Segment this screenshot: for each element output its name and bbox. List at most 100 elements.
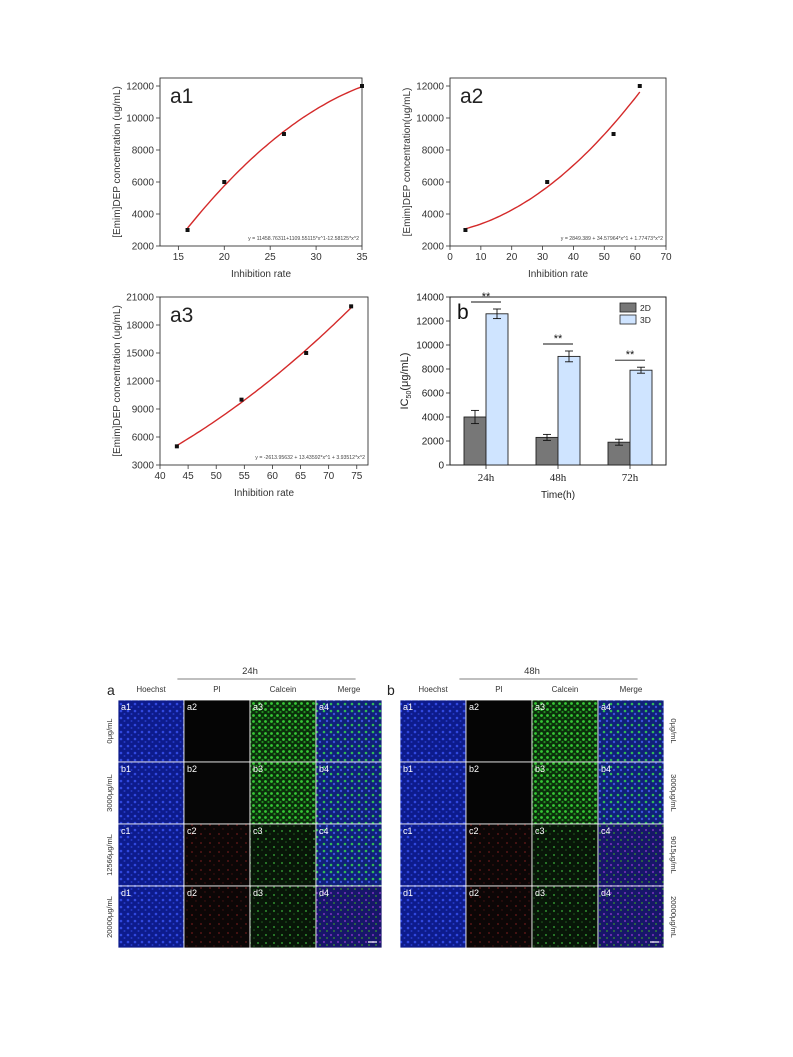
y-tick-label: 12000 — [126, 377, 154, 388]
data-point — [281, 132, 286, 136]
timepoint-label: 48h — [524, 666, 540, 677]
tile-label: b1 — [121, 764, 131, 774]
micrograph-tile — [117, 699, 185, 763]
fit-curve — [465, 91, 641, 230]
legend-label: 3D — [640, 315, 651, 325]
x-axis-label: Inhibition rate — [528, 269, 588, 280]
row-label: 0μg/mL — [669, 718, 678, 743]
bar-3D — [629, 369, 653, 466]
fit-equation: y = -2613.95632 + 13.43592*x^1 + 3.93512… — [255, 455, 365, 461]
x-tick-label: 0 — [447, 252, 453, 263]
y-tick-label: 18000 — [126, 321, 154, 332]
x-tick-label: 25 — [265, 252, 277, 263]
tile-label: d1 — [121, 888, 131, 898]
micrograph-tile — [531, 699, 599, 763]
data-point — [611, 132, 616, 136]
row-label: 20000μg/mL — [669, 896, 678, 938]
micrograph-tile — [183, 699, 251, 763]
y-tick-label: 8000 — [422, 146, 445, 157]
micrograph-tile — [183, 761, 251, 825]
panel-label: a3 — [170, 304, 193, 327]
y-axis-label: [Emim]DEP concentration (ug/mL) — [112, 86, 123, 238]
timepoint-label: 24h — [242, 666, 258, 677]
micrograph-tile — [183, 885, 251, 949]
x-tick-label: 70 — [323, 471, 335, 482]
micrograph-tile — [249, 823, 317, 887]
micrograph-tile — [183, 823, 251, 887]
x-axis-label: Time(h) — [541, 490, 575, 501]
tile-label: d4 — [319, 888, 329, 898]
panel-label: a — [107, 682, 115, 698]
x-tick-label: 15 — [173, 252, 185, 263]
data-point — [174, 444, 179, 449]
bar-2D — [535, 436, 559, 466]
x-tick-label: 60 — [267, 471, 279, 482]
x-axis-label: Inhibition rate — [231, 269, 291, 280]
tile-label: b2 — [187, 764, 197, 774]
channel-label: Hoechst — [418, 685, 448, 694]
x-tick-label: 60 — [630, 252, 642, 263]
bar-3D — [485, 313, 509, 466]
y-axis-label-unit: (μg/mL) — [399, 353, 411, 391]
panel-label: a1 — [170, 85, 193, 108]
x-axis-label: Inhibition rate — [234, 488, 294, 499]
legend-swatch — [619, 302, 637, 313]
tile-label: c1 — [121, 826, 131, 836]
x-tick-label: 10 — [475, 252, 487, 263]
x-tick-label: 70 — [660, 252, 672, 263]
tile-label: c4 — [319, 826, 329, 836]
x-tick-label: 35 — [356, 252, 368, 263]
x-tick-label: 20 — [506, 252, 518, 263]
micrograph-tile — [597, 761, 665, 825]
y-tick-label: 8000 — [422, 365, 445, 376]
y-tick-label: 10000 — [416, 341, 444, 352]
channel-label: Calcein — [552, 685, 579, 694]
tile-label: c4 — [601, 826, 611, 836]
tile-label: d3 — [535, 888, 545, 898]
tile-label: d2 — [187, 888, 197, 898]
micrograph-tile — [597, 699, 665, 763]
data-point — [185, 228, 190, 232]
legend-label: 2D — [640, 303, 651, 313]
micrograph-tile — [465, 699, 533, 763]
y-tick-label: 6000 — [422, 389, 445, 400]
data-point — [239, 397, 244, 402]
micrograph-tile — [117, 885, 185, 949]
row-label: 9015μg/mL — [669, 836, 678, 874]
tile-label: c3 — [253, 826, 263, 836]
y-tick-label: 2000 — [132, 242, 155, 253]
data-point — [222, 180, 227, 184]
y-tick-label: 3000 — [132, 461, 155, 472]
data-point — [463, 228, 468, 232]
row-label: 12566μg/mL — [105, 834, 114, 876]
tile-label: c1 — [403, 826, 413, 836]
panel-label: a2 — [460, 85, 483, 108]
data-point — [349, 304, 354, 309]
x-tick-label: 72h — [622, 472, 639, 484]
channel-label: Merge — [620, 685, 643, 694]
x-tick-label: 24h — [478, 472, 495, 484]
chart-a1: 15 20 25 30 35 2000 4000 6000 8000 10000 12000 Inhi… — [112, 77, 368, 280]
row-label: 3000μg/mL — [669, 774, 678, 812]
significance-label: ** — [626, 349, 635, 361]
fit-curve — [176, 307, 352, 447]
data-point — [545, 180, 550, 184]
tile-label: b1 — [403, 764, 413, 774]
significance-label: ** — [554, 333, 563, 345]
micrograph-tile — [315, 699, 383, 763]
micrograph-tile — [315, 761, 383, 825]
plot-frame — [449, 77, 667, 247]
x-tick-label: 55 — [239, 471, 251, 482]
chart-b: 0 2000 4000 6000 8000 10000 12000 14000 24h ** 48h… — [399, 291, 667, 501]
micrograph-tile — [315, 885, 383, 949]
tile-label: b3 — [253, 764, 263, 774]
panel-label: b — [457, 301, 469, 324]
x-tick-label: 30 — [311, 252, 323, 263]
y-axis-label-sub: 50 — [406, 391, 413, 399]
tile-label: d3 — [253, 888, 263, 898]
fit-equation: y = 2849.389 + 34.57964*x^1 + 1.77473*x^… — [561, 236, 663, 242]
micrograph-tile — [249, 761, 317, 825]
plot-frame — [159, 77, 363, 247]
bar-2D — [463, 416, 487, 466]
y-tick-label: 12000 — [126, 82, 154, 93]
